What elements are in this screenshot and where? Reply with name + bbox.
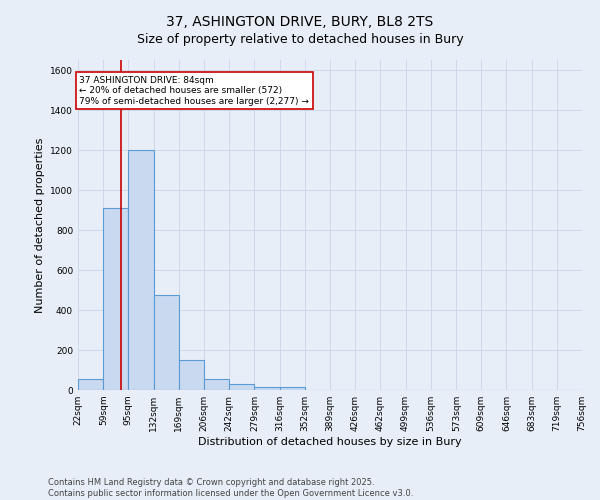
- Bar: [128, 150, 154, 390]
- X-axis label: Distribution of detached houses by size in Bury: Distribution of detached houses by size …: [198, 437, 462, 447]
- Text: Contains HM Land Registry data © Crown copyright and database right 2025.
Contai: Contains HM Land Registry data © Crown c…: [48, 478, 413, 498]
- Bar: [205, 379, 229, 390]
- Bar: [229, 384, 254, 390]
- Bar: [254, 387, 280, 390]
- Text: Size of property relative to detached houses in Bury: Size of property relative to detached ho…: [137, 32, 463, 46]
- Bar: [154, 295, 179, 390]
- Text: 37, ASHINGTON DRIVE, BURY, BL8 2TS: 37, ASHINGTON DRIVE, BURY, BL8 2TS: [166, 15, 434, 29]
- Y-axis label: Number of detached properties: Number of detached properties: [35, 138, 44, 312]
- Bar: [103, 208, 128, 390]
- Bar: [78, 379, 103, 390]
- Bar: [280, 387, 305, 390]
- Text: 37 ASHINGTON DRIVE: 84sqm
← 20% of detached houses are smaller (572)
79% of semi: 37 ASHINGTON DRIVE: 84sqm ← 20% of detac…: [79, 76, 309, 106]
- Bar: [179, 360, 205, 390]
